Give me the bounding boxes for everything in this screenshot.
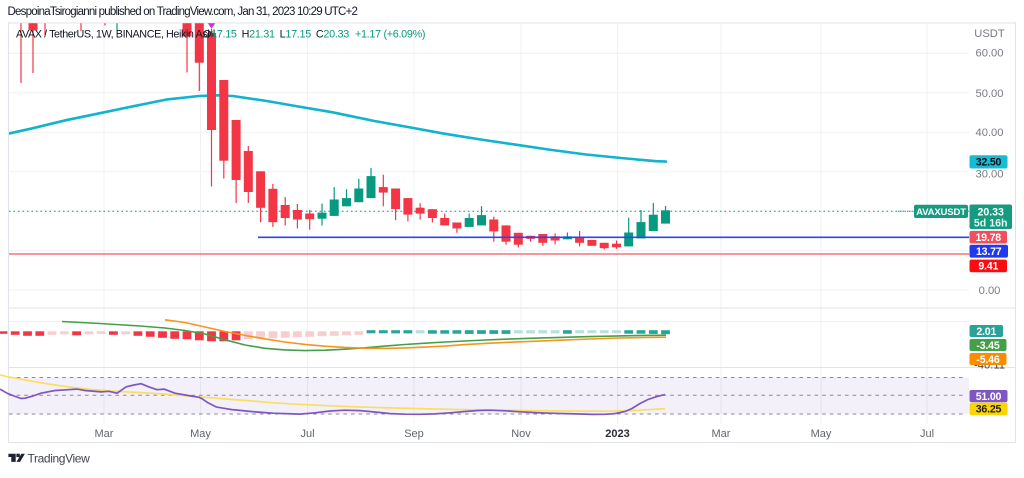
svg-text:0.00: 0.00 — [979, 285, 1001, 297]
svg-text:May: May — [811, 428, 832, 440]
svg-text:2.01: 2.01 — [976, 326, 996, 338]
svg-text:May: May — [190, 428, 211, 440]
svg-text:USDT: USDT — [974, 28, 1005, 40]
svg-text:50.00: 50.00 — [976, 88, 1004, 100]
svg-text:DespoinaTsirogianni published: DespoinaTsirogianni published on Trading… — [8, 6, 358, 18]
svg-text:51.00: 51.00 — [976, 391, 1002, 403]
svg-text:13.77: 13.77 — [976, 246, 1002, 258]
svg-text:Sep: Sep — [404, 428, 424, 440]
svg-text:2023: 2023 — [605, 428, 629, 440]
svg-text:5d 16h: 5d 16h — [974, 218, 1008, 230]
svg-text:AVAX / TetherUS, 1W, BINANCE,: AVAX / TetherUS, 1W, BINANCE, Heikin Ash… — [16, 28, 215, 40]
svg-text:-3.45: -3.45 — [976, 340, 999, 352]
svg-text:Mar: Mar — [95, 428, 114, 440]
svg-text:Jul: Jul — [300, 428, 314, 440]
svg-text:19.78: 19.78 — [975, 232, 1001, 244]
svg-text:-5.46: -5.46 — [976, 354, 999, 366]
svg-text:40.00: 40.00 — [976, 127, 1004, 139]
svg-text:32.50: 32.50 — [976, 157, 1002, 169]
svg-text:Nov: Nov — [511, 428, 531, 440]
svg-text:30.00: 30.00 — [976, 169, 1004, 181]
svg-text:36.25: 36.25 — [976, 404, 1002, 416]
svg-text:20.33: 20.33 — [977, 206, 1004, 218]
svg-text:60.00: 60.00 — [976, 48, 1004, 60]
svg-text:AVAXUSDT: AVAXUSDT — [916, 207, 966, 218]
svg-text:Mar: Mar — [712, 428, 731, 440]
svg-text:Jul: Jul — [920, 428, 934, 440]
svg-text:TradingView: TradingView — [28, 451, 91, 465]
svg-text:9.41: 9.41 — [978, 261, 998, 273]
